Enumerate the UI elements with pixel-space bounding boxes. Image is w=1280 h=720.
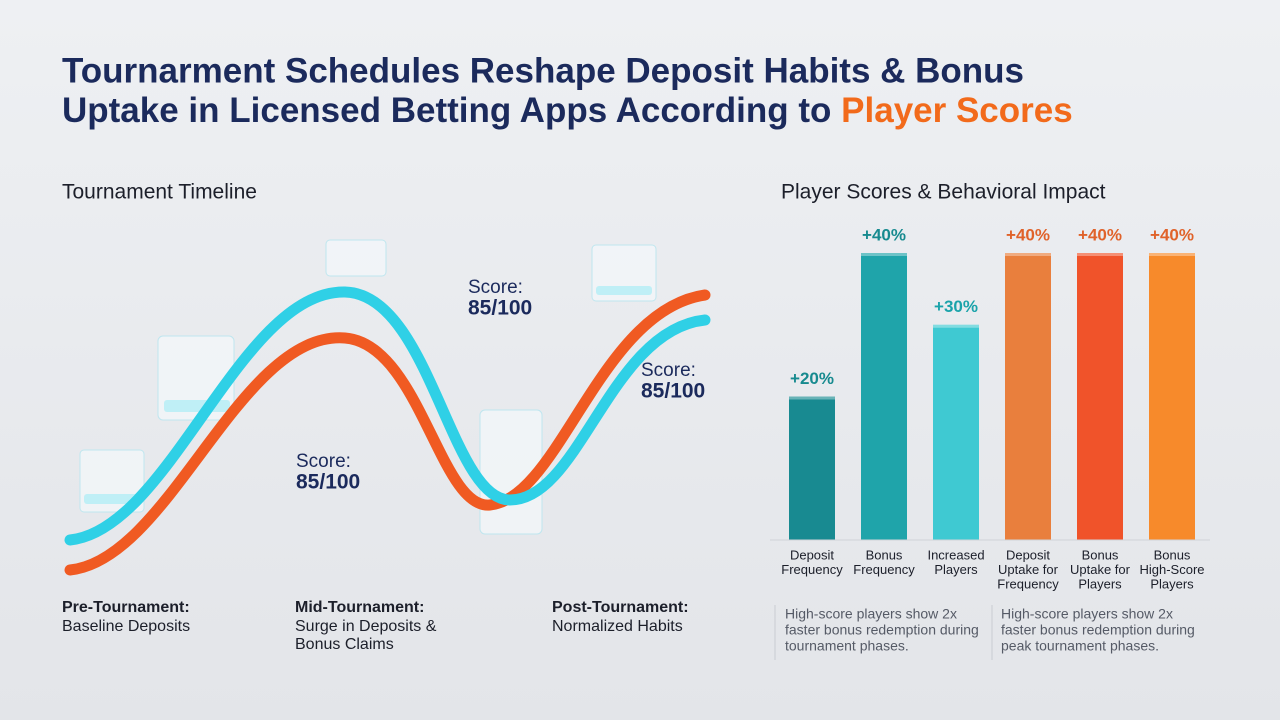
orange-curve — [64, 289, 711, 576]
score-value: 85/100 — [641, 380, 705, 403]
bar — [1149, 253, 1195, 540]
score-value: 85/100 — [296, 471, 360, 494]
score-label: Score: — [296, 451, 351, 472]
category-label: Bonus — [1154, 547, 1191, 562]
value-label: +40% — [1150, 225, 1194, 244]
chart-title: Player Scores & Behavioral Impact — [781, 181, 1106, 204]
bar — [933, 324, 979, 540]
note: peak tournament phases. — [1001, 638, 1159, 654]
score-label: Score: — [641, 360, 696, 381]
category-label: Players — [1150, 576, 1194, 591]
category-label: Bonus — [866, 547, 903, 562]
note: faster bonus redemption during — [785, 622, 979, 638]
score-label: Score: — [468, 277, 523, 298]
title-line: Uptake in Licensed Betting Apps Accordin… — [62, 91, 1073, 130]
category-label: Frequency — [997, 576, 1059, 591]
note: High-score players show 2x — [1001, 606, 1173, 622]
bar-highlight — [1077, 253, 1123, 256]
bar — [1005, 253, 1051, 540]
value-label: +20% — [790, 369, 834, 388]
note: faster bonus redemption during — [1001, 622, 1195, 638]
note: tournament phases. — [785, 638, 909, 654]
bar — [1077, 253, 1123, 540]
category-label: Frequency — [781, 562, 843, 577]
bar — [861, 253, 907, 540]
bar-highlight — [1005, 253, 1051, 256]
title-highlight: Player Scores — [841, 91, 1073, 130]
value-label: +40% — [1078, 225, 1122, 244]
category-label: Deposit — [790, 547, 834, 562]
score-value: 85/100 — [468, 297, 532, 320]
title-text: Uptake in Licensed Betting Apps Accordin… — [62, 91, 831, 130]
cyan-curve — [64, 286, 711, 546]
category-label: Players — [934, 562, 978, 577]
section-heading: Tournament Timeline — [62, 181, 257, 204]
category-label: Deposit — [1006, 547, 1050, 562]
phase-text: Bonus Claims — [295, 636, 394, 653]
phase-name: Mid-Tournament: — [295, 599, 424, 616]
category-label: High-Score — [1139, 562, 1204, 577]
bar — [789, 396, 835, 540]
phase-text: Normalized Habits — [552, 618, 683, 635]
bar-highlight — [789, 396, 835, 400]
category-label: Uptake for — [998, 562, 1059, 577]
bar-highlight — [933, 324, 979, 328]
bar-highlight — [861, 253, 907, 256]
phase-name: Pre-Tournament: — [62, 599, 190, 616]
value-label: +40% — [862, 225, 906, 244]
phase-text: Baseline Deposits — [62, 618, 190, 635]
category-label: Frequency — [853, 562, 915, 577]
category-label: Increased — [927, 547, 984, 562]
note: High-score players show 2x — [785, 606, 957, 622]
category-label: Uptake for — [1070, 562, 1131, 577]
phase-text: Surge in Deposits & — [295, 618, 437, 635]
phase-name: Post-Tournament: — [552, 599, 689, 616]
title-line: Tournarment Schedules Reshape Deposit Ha… — [62, 51, 1024, 90]
value-label: +40% — [1006, 225, 1050, 244]
category-label: Bonus — [1082, 547, 1119, 562]
bar-highlight — [1149, 253, 1195, 256]
value-label: +30% — [934, 297, 978, 316]
category-label: Players — [1078, 576, 1122, 591]
